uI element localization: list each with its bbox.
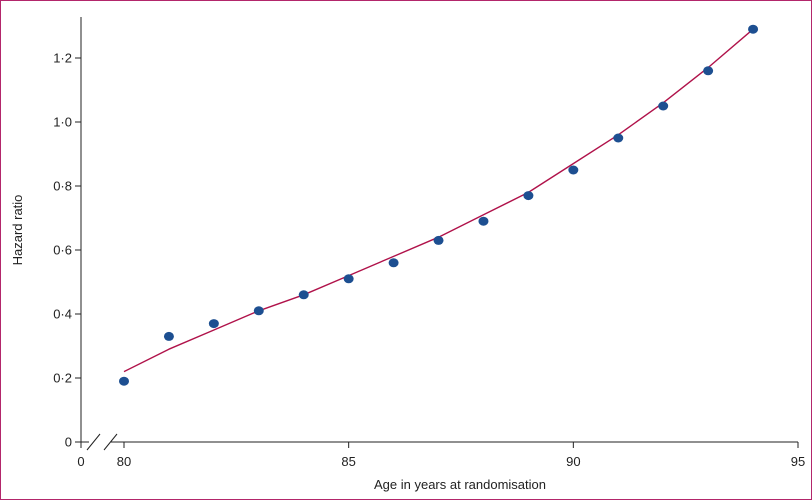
data-points (119, 24, 759, 386)
data-point (523, 191, 534, 201)
y-tick-label: 0 (65, 435, 72, 450)
data-point (478, 216, 489, 226)
y-tick-label: 0·2 (53, 371, 72, 386)
data-point (119, 376, 129, 386)
fitted-line (123, 28, 754, 373)
y-axis-title: Hazard ratio (10, 195, 25, 266)
data-point (568, 165, 579, 175)
x-tick-label: 90 (566, 454, 580, 469)
y-tick-label: 0·4 (53, 307, 72, 322)
data-point (748, 24, 759, 34)
axis-break-mark (86, 433, 101, 451)
data-point (658, 101, 669, 111)
fitted-curve (123, 28, 754, 373)
tick-labels: 0 0·2 0·4 0·6 0·8 1·0 1·2 0 80 85 90 95 (53, 51, 805, 470)
data-point (388, 258, 399, 268)
x-tick-label: 80 (117, 454, 131, 469)
y-tick-label: 1·2 (53, 51, 72, 66)
data-point (343, 274, 354, 284)
axis-break-mark (103, 433, 118, 451)
data-point (433, 235, 444, 245)
y-tick-label: 0·6 (53, 243, 72, 258)
data-point (253, 306, 264, 316)
y-tick-label: 1·0 (53, 115, 72, 130)
x-tick-label: 95 (791, 454, 805, 469)
x-tick-label: 85 (341, 454, 355, 469)
x-axis-title: Age in years at randomisation (374, 477, 546, 492)
data-point (163, 331, 174, 341)
data-point (298, 290, 309, 300)
data-point (208, 319, 219, 329)
x-tick-label: 0 (77, 454, 84, 469)
data-point (613, 133, 624, 143)
data-point (703, 66, 714, 76)
y-tick-label: 0·8 (53, 179, 72, 194)
axes (75, 17, 799, 451)
